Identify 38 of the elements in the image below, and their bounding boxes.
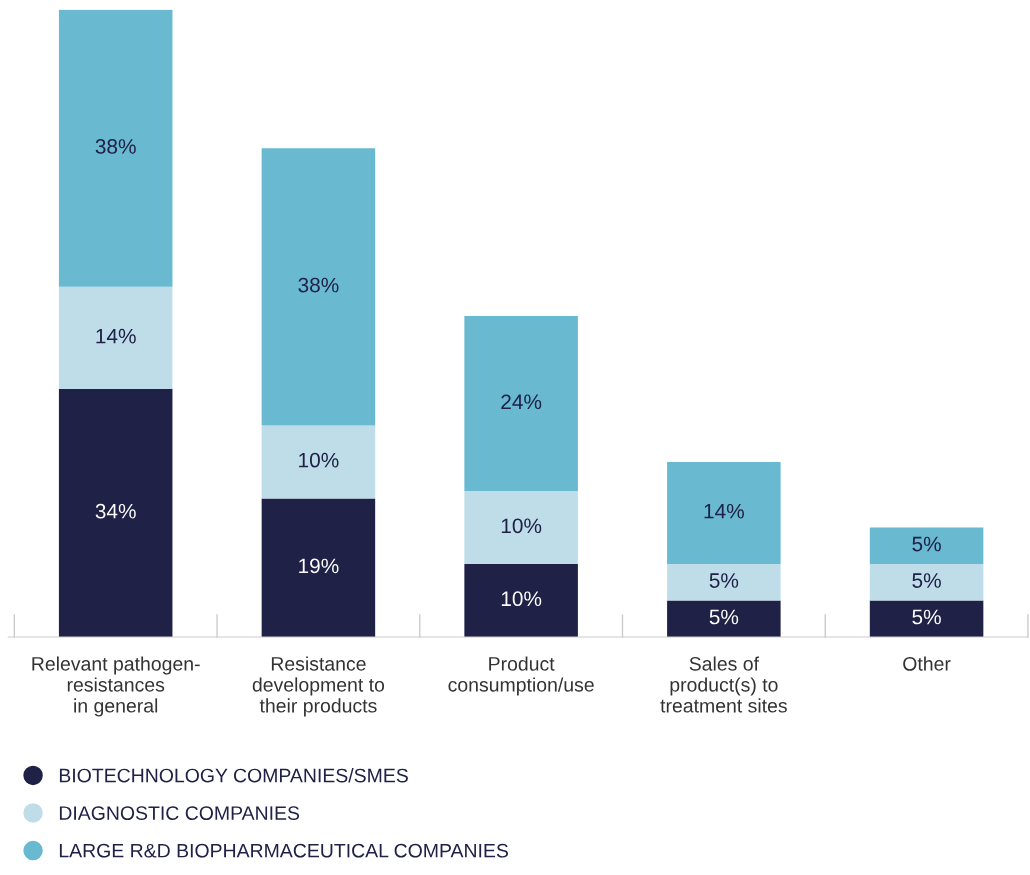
data-label: 19% (299, 558, 339, 574)
bar (869, 564, 984, 601)
bar (261, 425, 376, 499)
data-label: 5% (912, 609, 941, 625)
bar (869, 527, 984, 565)
bar (667, 461, 781, 565)
legend-label: BIOTECHNOLOGY COMPANIES/SMES (59, 768, 408, 783)
x-tick-label: Product consumption/use (448, 656, 594, 696)
bar (58, 9, 173, 287)
bar (667, 600, 781, 637)
x-tick-label: Relevant pathogen- resistances in general (32, 656, 200, 717)
data-label: 5% (709, 573, 739, 588)
x-tick-label: Other (903, 656, 951, 671)
data-label: 5% (912, 536, 941, 552)
legend-label: DIAGNOSTIC COMPANIES (59, 806, 300, 820)
data-label: 5% (709, 609, 739, 625)
bar (464, 491, 578, 565)
bar (464, 564, 578, 637)
data-label: 14% (96, 328, 136, 344)
data-label: 5% (912, 573, 941, 588)
data-label: 10% (299, 452, 339, 468)
data-label: 24% (501, 394, 542, 410)
data-label: 38% (298, 277, 339, 293)
data-label: 10% (501, 591, 542, 607)
data-label: 38% (95, 139, 136, 154)
bar (667, 564, 781, 601)
data-label: 10% (501, 518, 542, 534)
bar (261, 148, 376, 426)
data-label: 34% (95, 503, 136, 519)
bar (464, 316, 578, 492)
bar (869, 600, 984, 637)
data-label: 14% (704, 503, 744, 519)
bar (58, 388, 173, 637)
bar (58, 286, 173, 389)
bar (261, 498, 376, 637)
x-tick-label: Resistance development to their products (252, 656, 385, 717)
legend-label: LARGE R&D BIOPHARMACEUTICAL COMPANIES (59, 843, 508, 858)
x-tick-label: Sales of product(s) to treatment sites (660, 656, 787, 713)
